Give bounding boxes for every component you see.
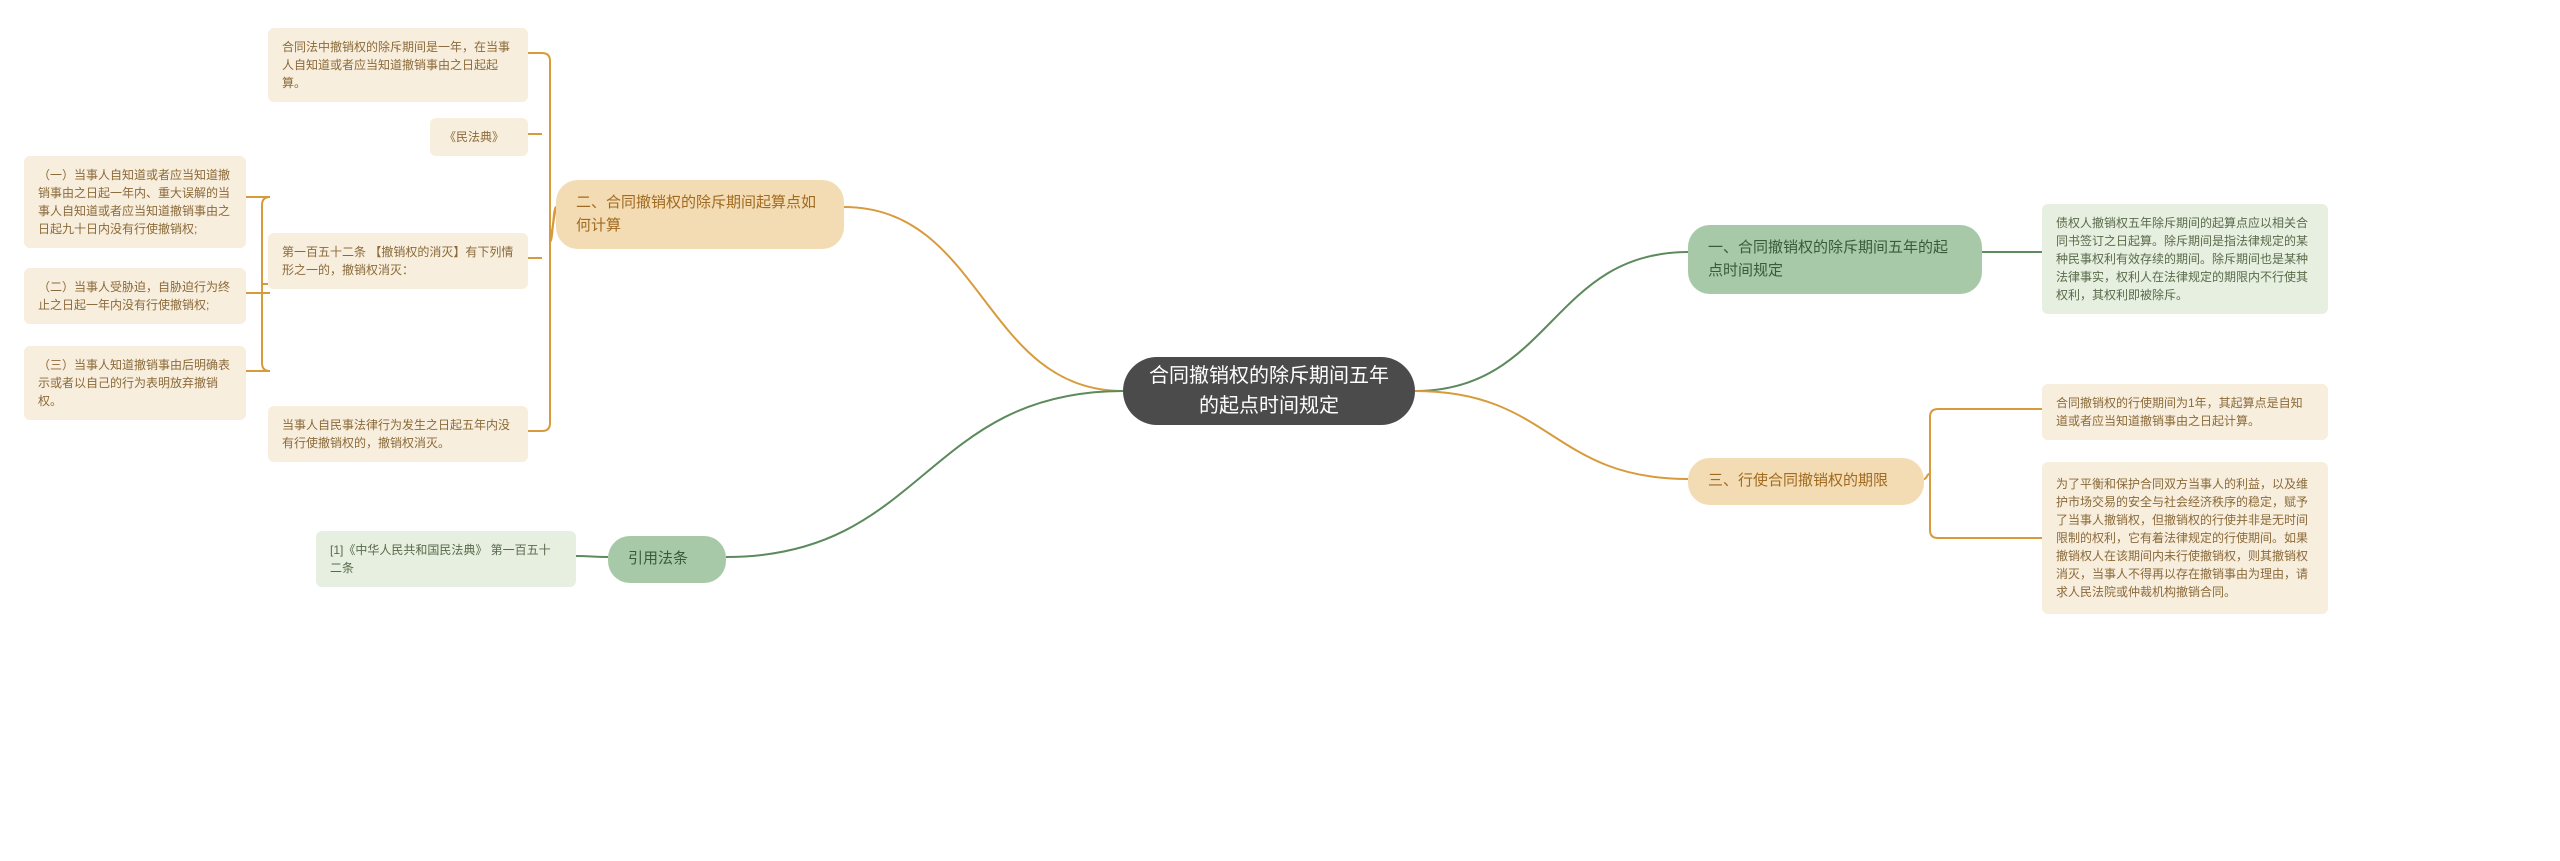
leaf-b2-2-2: （三）当事人知道撤销事由后明确表示或者以自己的行为表明放弃撤销权。 — [24, 346, 246, 420]
root-node: 合同撤销权的除斥期间五年的起点时间规定 — [1123, 357, 1415, 425]
connector — [1415, 391, 1688, 479]
leaf-b2-2-0-label: （一）当事人自知道或者应当知道撤销事由之日起一年内、重大误解的当事人自知道或者应… — [38, 166, 232, 238]
leaf-b1-0-label: 债权人撤销权五年除斥期间的起算点应以相关合同书签订之日起算。除斥期间是指法律规定… — [2056, 214, 2314, 304]
leaf-b2-2-0: （一）当事人自知道或者应当知道撤销事由之日起一年内、重大误解的当事人自知道或者应… — [24, 156, 246, 248]
branch-b3: 三、行使合同撤销权的期限 — [1688, 458, 1924, 505]
branch-b1: 一、合同撤销权的除斥期间五年的起点时间规定 — [1688, 225, 1982, 294]
leaf-b2-1: 《民法典》 — [430, 118, 528, 156]
branch-b4-label: 引用法条 — [628, 548, 688, 571]
connector — [1415, 252, 1688, 391]
leaf-b4-0: [1]《中华人民共和国民法典》 第一百五十二条 — [316, 531, 576, 587]
leaf-b3-0: 合同撤销权的行使期间为1年，其起算点是自知道或者应当知道撤销事由之日起计算。 — [2042, 384, 2328, 440]
leaf-b2-2-1: （二）当事人受胁迫，自胁迫行为终止之日起一年内没有行使撤销权; — [24, 268, 246, 324]
leaf-b2-2-2-label: （三）当事人知道撤销事由后明确表示或者以自己的行为表明放弃撤销权。 — [38, 356, 232, 410]
leaf-b2-0-label: 合同法中撤销权的除斥期间是一年，在当事人自知道或者应当知道撤销事由之日起起算。 — [282, 38, 514, 92]
connector — [576, 556, 608, 557]
leaf-b3-0-label: 合同撤销权的行使期间为1年，其起算点是自知道或者应当知道撤销事由之日起计算。 — [2056, 394, 2314, 430]
connector — [1924, 474, 1930, 480]
branch-b3-label: 三、行使合同撤销权的期限 — [1708, 470, 1888, 493]
leaf-b4-0-label: [1]《中华人民共和国民法典》 第一百五十二条 — [330, 541, 562, 577]
leaf-b2-3-label: 当事人自民事法律行为发生之日起五年内没有行使撤销权的，撤销权消灭。 — [282, 416, 514, 452]
connector — [726, 391, 1123, 557]
branch-b2: 二、合同撤销权的除斥期间起算点如何计算 — [556, 180, 844, 249]
connector — [844, 207, 1123, 391]
branch-b4: 引用法条 — [608, 536, 726, 583]
branch-b2-label: 二、合同撤销权的除斥期间起算点如何计算 — [576, 192, 824, 237]
connector — [1930, 409, 1938, 538]
leaf-b2-2: 第一百五十二条 【撤销权的消灭】有下列情形之一的，撤销权消灭： — [268, 233, 528, 289]
leaf-b2-2-label: 第一百五十二条 【撤销权的消灭】有下列情形之一的，撤销权消灭： — [282, 243, 514, 279]
leaf-b2-1-label: 《民法典》 — [444, 128, 504, 146]
connector — [542, 53, 550, 431]
leaf-b3-1: 为了平衡和保护合同双方当事人的利益，以及维护市场交易的安全与社会经济秩序的稳定，… — [2042, 462, 2328, 614]
branch-b1-label: 一、合同撤销权的除斥期间五年的起点时间规定 — [1708, 237, 1962, 282]
leaf-b2-2-1-label: （二）当事人受胁迫，自胁迫行为终止之日起一年内没有行使撤销权; — [38, 278, 232, 314]
root-label: 合同撤销权的除斥期间五年的起点时间规定 — [1143, 361, 1395, 421]
leaf-b1-0: 债权人撤销权五年除斥期间的起算点应以相关合同书签订之日起算。除斥期间是指法律规定… — [2042, 204, 2328, 314]
leaf-b2-0: 合同法中撤销权的除斥期间是一年，在当事人自知道或者应当知道撤销事由之日起起算。 — [268, 28, 528, 102]
leaf-b2-3: 当事人自民事法律行为发生之日起五年内没有行使撤销权的，撤销权消灭。 — [268, 406, 528, 462]
leaf-b3-1-label: 为了平衡和保护合同双方当事人的利益，以及维护市场交易的安全与社会经济秩序的稳定，… — [2056, 475, 2314, 601]
